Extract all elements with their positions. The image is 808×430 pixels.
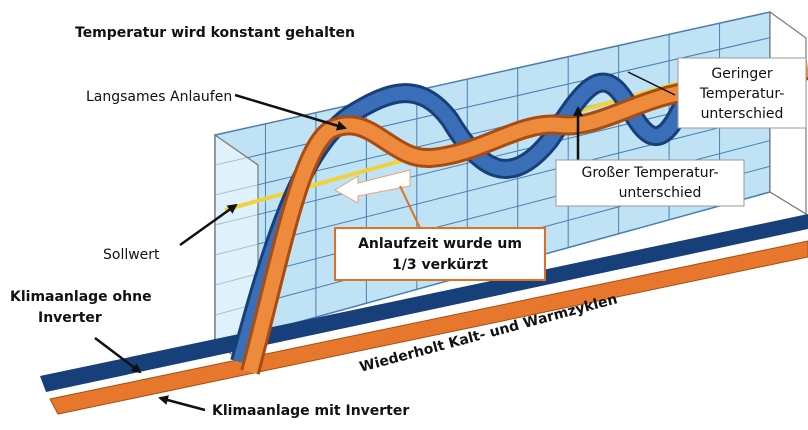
- label-box: [555, 159, 745, 207]
- label: Geringer: [711, 66, 772, 82]
- pointer: [399, 185, 421, 229]
- title: Temperatur wird konstant gehalten: [75, 25, 355, 41]
- pointer: [94, 337, 142, 374]
- label: Anlaufzeit wurde um: [358, 236, 522, 252]
- label: Sollwert: [103, 247, 160, 263]
- label: unterschied: [701, 106, 784, 122]
- label: Großer Temperatur-: [581, 165, 718, 181]
- label: Klimaanlage mit Inverter: [212, 403, 409, 419]
- floor-strip-orange: [49, 240, 808, 415]
- pointer: [234, 93, 347, 131]
- label: unterschied: [619, 185, 702, 201]
- label: Inverter: [38, 310, 102, 326]
- label: Temperatur-: [699, 86, 785, 102]
- pointer: [158, 395, 206, 412]
- label: Klimaanlage ohne: [10, 289, 152, 305]
- label-box: [334, 227, 546, 281]
- grid-line: [214, 114, 771, 256]
- pointer: [179, 203, 238, 247]
- pointer: [627, 71, 676, 96]
- shortened-arrow: [334, 169, 411, 204]
- label-box: [677, 57, 807, 129]
- floor-strip-blue: [40, 214, 808, 392]
- label: 1/3 verkürzt: [392, 257, 488, 273]
- label: Langsames Anlaufen: [86, 89, 232, 105]
